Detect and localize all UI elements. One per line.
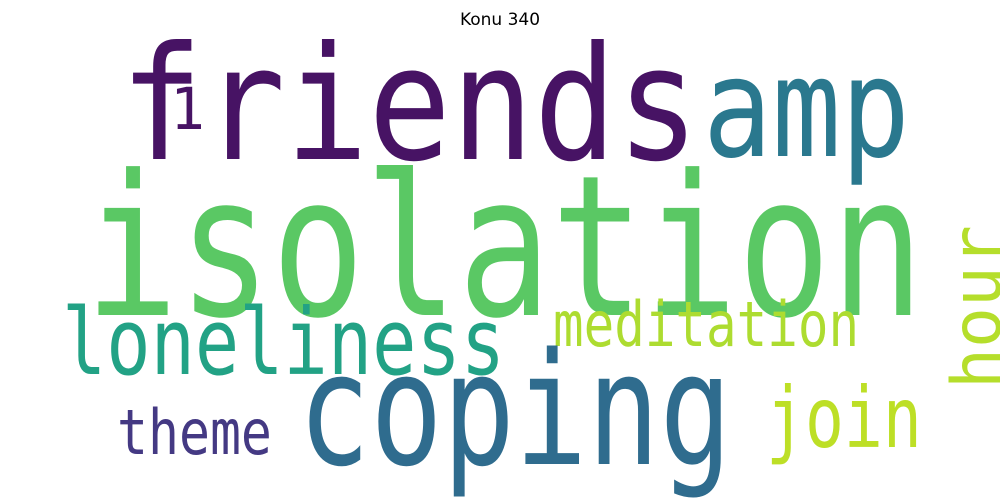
word-loneliness: loneliness — [62, 289, 506, 396]
word-amp: amp — [703, 28, 910, 189]
word-join: join — [766, 369, 922, 467]
word-coping: coping — [298, 319, 732, 501]
word-1: 1 — [170, 75, 205, 143]
chart-title: Konu 340 — [459, 10, 541, 30]
word-hour: hour — [938, 225, 1000, 389]
word-meditation: meditation — [553, 288, 860, 361]
word-friends: friends — [120, 13, 700, 197]
word-isolation: isolation — [85, 134, 925, 362]
word-theme: theme — [117, 396, 272, 469]
